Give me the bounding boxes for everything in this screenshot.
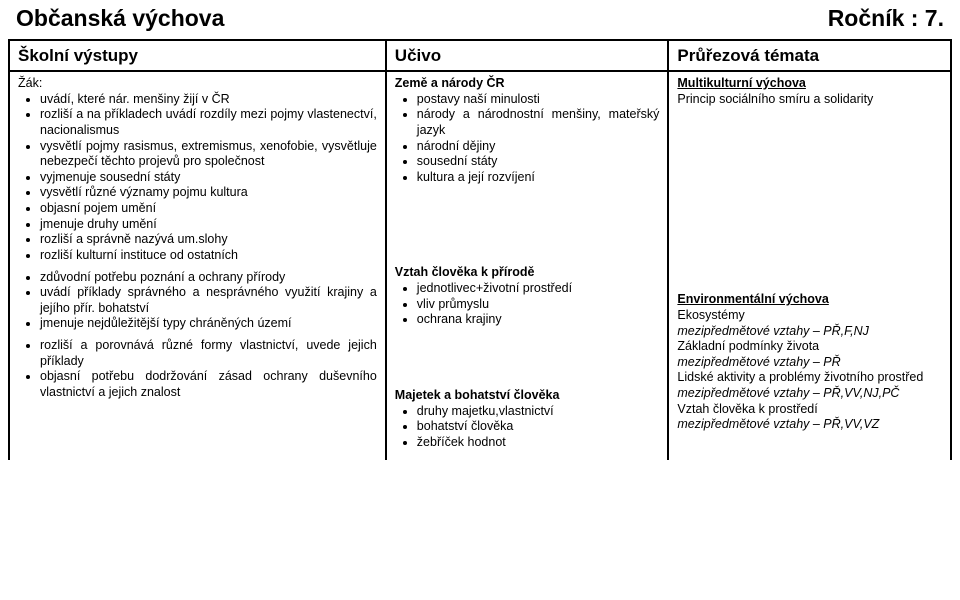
cell-crosstopics: Multikulturní výchova Princip sociálního… [668, 71, 951, 460]
list-item: žebříček hodnot [417, 435, 660, 451]
list-item: bohatství člověka [417, 419, 660, 435]
text-line: Ekosystémy [677, 308, 942, 324]
outcomes-list-2: zdůvodní potřebu poznání a ochrany příro… [18, 270, 377, 333]
curriculum-table: Školní výstupy Učivo Průřezová témata Žá… [8, 39, 952, 461]
title-left: Občanská výchova [16, 4, 224, 33]
col-header-1: Školní výstupy [9, 40, 386, 71]
text-line: mezipředmětové vztahy – PŘ,F,NJ [677, 324, 942, 340]
section-title: Země a národy ČR [395, 76, 660, 92]
list-item: rozliší kulturní instituce od ostatních [40, 248, 377, 264]
text-line: Základní podmínky života [677, 339, 942, 355]
list-item: sousední státy [417, 154, 660, 170]
cell-curriculum: Země a národy ČR postavy naší minulosti … [386, 71, 669, 460]
zak-label: Žák: [18, 76, 377, 92]
outcomes-list-3: rozliší a porovnává různé formy vlastnic… [18, 338, 377, 401]
section-title: Multikulturní výchova [677, 76, 942, 92]
section-title: Majetek a bohatství člověka [395, 388, 660, 404]
list-item: zdůvodní potřebu poznání a ochrany příro… [40, 270, 377, 286]
col-header-3: Průřezová témata [668, 40, 951, 71]
list-item: národní dějiny [417, 139, 660, 155]
text-line: Vztah člověka k prostředí [677, 402, 942, 418]
list-item: objasní potřebu dodržování zásad ochrany… [40, 369, 377, 400]
list-item: vyjmenuje sousední státy [40, 170, 377, 186]
list-item: rozliší a na příkladech uvádí rozdíly me… [40, 107, 377, 138]
list-item: jednotlivec+životní prostředí [417, 281, 660, 297]
list-item: vliv průmyslu [417, 297, 660, 313]
text-line: mezipředmětové vztahy – PŘ,VV,VZ [677, 417, 942, 433]
list-item: uvádí příklady správného a nesprávného v… [40, 285, 377, 316]
table-header-row: Školní výstupy Učivo Průřezová témata [9, 40, 951, 71]
text-line: Princip sociálního smíru a solidarity [677, 92, 942, 108]
list-item: uvádí, které nár. menšiny žijí v ČR [40, 92, 377, 108]
cell-outcomes: Žák: uvádí, které nár. menšiny žijí v ČR… [9, 71, 386, 460]
col-header-2: Učivo [386, 40, 669, 71]
curriculum-list-2: jednotlivec+životní prostředí vliv průmy… [395, 281, 660, 328]
outcomes-list-1: uvádí, které nár. menšiny žijí v ČR rozl… [18, 92, 377, 264]
text-line: mezipředmětové vztahy – PŘ,VV,NJ,PČ [677, 386, 942, 402]
curriculum-list-3: druhy majetku,vlastnictví bohatství člov… [395, 404, 660, 451]
list-item: jmenuje druhy umění [40, 217, 377, 233]
curriculum-list-1: postavy naší minulosti národy a národnos… [395, 92, 660, 186]
list-item: vysvětlí pojmy rasismus, extremismus, xe… [40, 139, 377, 170]
list-item: rozliší a porovnává různé formy vlastnic… [40, 338, 377, 369]
list-item: druhy majetku,vlastnictví [417, 404, 660, 420]
list-item: objasní pojem umění [40, 201, 377, 217]
list-item: národy a národnostní menšiny, mateřský j… [417, 107, 660, 138]
list-item: ochrana krajiny [417, 312, 660, 328]
title-right: Ročník : 7. [828, 4, 944, 33]
list-item: postavy naší minulosti [417, 92, 660, 108]
list-item: jmenuje nejdůležitější typy chráněných ú… [40, 316, 377, 332]
page-header: Občanská výchova Ročník : 7. [0, 0, 960, 35]
text-line: mezipředmětové vztahy – PŘ [677, 355, 942, 371]
section-title: Vztah člověka k přírodě [395, 265, 660, 281]
list-item: rozliší a správně nazývá um.slohy [40, 232, 377, 248]
table-row: Žák: uvádí, které nár. menšiny žijí v ČR… [9, 71, 951, 460]
section-title: Environmentální výchova [677, 292, 942, 308]
list-item: vysvětlí různé významy pojmu kultura [40, 185, 377, 201]
text-line: Lidské aktivity a problémy životního pro… [677, 370, 942, 386]
list-item: kultura a její rozvíjení [417, 170, 660, 186]
